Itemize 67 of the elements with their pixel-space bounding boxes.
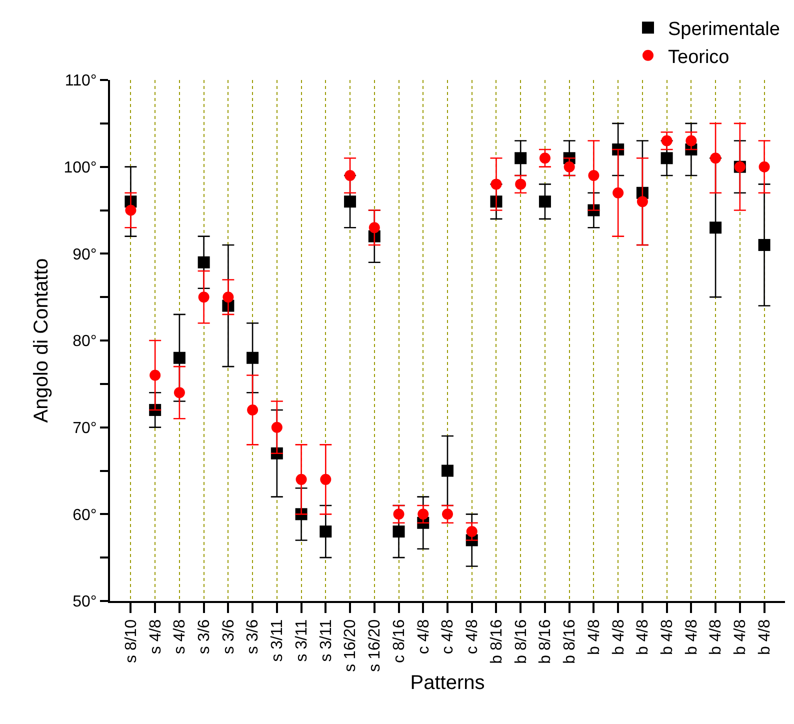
point xyxy=(514,152,527,164)
x-tick-label: b 4/8 xyxy=(634,619,652,655)
x-tick-label: s 8/10 xyxy=(122,619,140,663)
x-tick-label: b 4/8 xyxy=(708,619,725,655)
x-tick-label: s 16/20 xyxy=(342,619,360,672)
point xyxy=(296,474,307,485)
point xyxy=(442,464,454,477)
x-tick-label: c 4/8 xyxy=(415,619,432,654)
point xyxy=(368,222,380,234)
point xyxy=(490,178,502,190)
x-tick-label: b 8/16 xyxy=(562,619,579,664)
point xyxy=(392,526,405,538)
x-tick-label: s 3/6 xyxy=(220,619,238,654)
point xyxy=(758,238,770,251)
point xyxy=(636,196,648,208)
point xyxy=(758,161,770,172)
x-tick-label: s 3/6 xyxy=(196,619,214,654)
point xyxy=(612,187,624,198)
point xyxy=(710,152,722,164)
x-tick-label: s 3/6 xyxy=(244,619,262,654)
point xyxy=(125,204,136,216)
point xyxy=(198,256,210,268)
x-tick-label: b 8/16 xyxy=(537,619,554,664)
x-tick-label: c 8/16 xyxy=(390,619,408,663)
x-tick-label: b 4/8 xyxy=(586,619,603,655)
x-tick-label: s 4/8 xyxy=(147,619,164,654)
point xyxy=(710,222,722,234)
y-tick-label: 60° xyxy=(72,506,97,524)
x-tick-label: c 4/8 xyxy=(464,619,482,654)
y-tick-label: 110° xyxy=(64,72,97,90)
y-axis-title: Angolo di Contatto xyxy=(30,258,53,423)
point xyxy=(198,292,210,303)
y-tick-label: 100° xyxy=(64,159,97,176)
y-tick-label: 50° xyxy=(72,594,97,611)
x-tick-label: b 4/8 xyxy=(610,619,628,655)
point xyxy=(246,352,259,364)
x-tick-label: s 3/11 xyxy=(293,619,310,662)
point xyxy=(150,370,161,381)
x-tick-label: b 4/8 xyxy=(732,619,750,655)
x-tick-label: b 8/16 xyxy=(512,619,530,664)
point xyxy=(320,474,332,485)
y-tick-label: 90° xyxy=(72,246,97,264)
y-tick-label: 70° xyxy=(72,420,97,437)
point xyxy=(271,422,282,433)
x-tick-label: b 8/16 xyxy=(488,619,506,664)
point xyxy=(588,170,600,182)
x-tick-label: s 3/11 xyxy=(318,619,335,662)
y-tick-label: 80° xyxy=(72,333,97,350)
point xyxy=(320,526,332,538)
x-tick-label: s 3/11 xyxy=(269,619,286,662)
x-tick-label: s 4/8 xyxy=(172,619,189,654)
x-tick-label: c 4/8 xyxy=(440,619,457,654)
x-tick-label: s 16/20 xyxy=(366,619,384,672)
point xyxy=(538,196,551,208)
point xyxy=(344,170,356,182)
x-tick-label: b 4/8 xyxy=(659,619,676,655)
legend-label: Sperimentale xyxy=(668,19,780,40)
point xyxy=(174,387,185,398)
point xyxy=(247,404,258,416)
point xyxy=(660,152,673,164)
x-tick-label: b 4/8 xyxy=(683,619,700,655)
x-tick-label: b 4/8 xyxy=(756,619,774,655)
point xyxy=(344,196,356,208)
x-axis-title: Patterns xyxy=(410,672,485,694)
point xyxy=(222,292,234,303)
legend-label: Teorico xyxy=(668,46,730,68)
point xyxy=(173,352,186,364)
